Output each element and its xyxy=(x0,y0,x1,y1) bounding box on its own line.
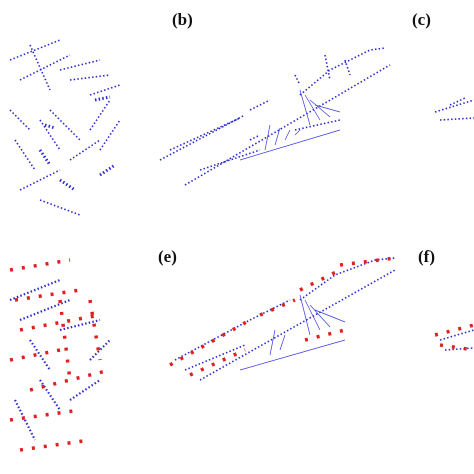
points xyxy=(174,257,396,381)
fan xyxy=(239,89,341,161)
points xyxy=(38,95,116,192)
points xyxy=(9,39,121,96)
points xyxy=(9,99,121,216)
panel-d-cloud xyxy=(9,258,111,452)
points xyxy=(9,278,111,441)
points xyxy=(249,54,351,141)
points xyxy=(9,258,111,452)
points xyxy=(159,47,391,186)
panel-f-cloud xyxy=(434,323,474,352)
panel-b-cloud xyxy=(159,47,391,186)
points xyxy=(439,329,474,351)
panel-label: (b) xyxy=(172,10,193,29)
panel-label: (f) xyxy=(418,247,435,266)
panel-e-cloud xyxy=(169,256,396,381)
panel-label: (c) xyxy=(412,10,431,29)
panel-label: (e) xyxy=(158,247,177,266)
fan xyxy=(239,294,346,371)
panel-c-cloud xyxy=(434,97,474,121)
panel-a-cloud xyxy=(9,39,121,216)
points xyxy=(434,97,474,121)
